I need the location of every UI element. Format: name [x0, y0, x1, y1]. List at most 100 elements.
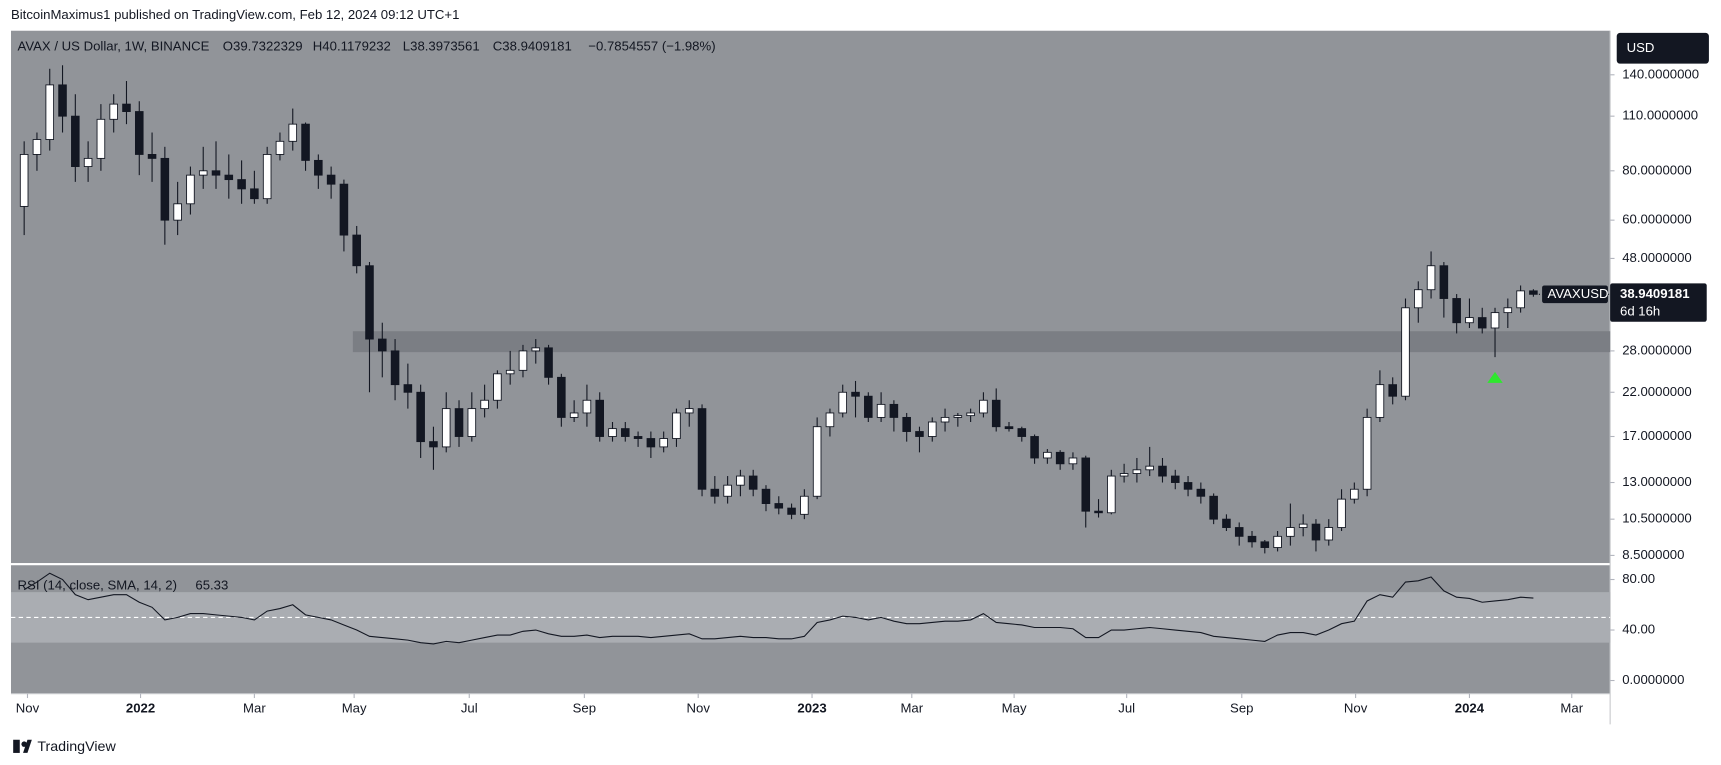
candle-body: [1426, 265, 1436, 291]
x-tick-label: May: [342, 701, 367, 716]
candle-body: [723, 484, 732, 497]
plot: 140.0000000 110.0000000 80.0000000 60.00000…: [10, 65, 1707, 716]
candle-body: [211, 170, 221, 176]
candle-body: [1247, 535, 1257, 543]
candle-body: [1004, 426, 1014, 430]
legend-ohlc: H40.1179232: [313, 39, 391, 54]
candle-body: [1068, 457, 1078, 465]
candle-body: [250, 188, 259, 200]
x-tick-label: Mar: [900, 701, 923, 716]
candle-body: [1286, 527, 1295, 537]
candle-body: [122, 103, 131, 112]
x-tick-label: Jul: [1118, 701, 1135, 716]
candle-body: [173, 203, 182, 221]
candle-body: [505, 369, 515, 375]
candle-body: [58, 84, 67, 117]
y-tick-label: 48.0000000: [1622, 250, 1692, 265]
candle-body: [1337, 498, 1346, 528]
candle-body: [1094, 510, 1103, 514]
y-tick-label: 60.0000000: [1622, 212, 1692, 227]
candle-body: [441, 408, 451, 448]
currency-box: [1616, 32, 1709, 64]
legend-ohlc: C38.9409181: [493, 39, 572, 54]
candle-body: [1132, 469, 1142, 474]
candle-body: [1401, 307, 1410, 397]
legend-symbol: AVAX / US Dollar, 1W, BINANCE: [18, 39, 210, 54]
candle-body: [429, 441, 438, 448]
candle-body: [787, 507, 796, 515]
candle-body: [915, 431, 924, 437]
candle-body: [1119, 473, 1129, 477]
x-tick-label: 2022: [126, 701, 155, 716]
candle-body: [288, 123, 298, 142]
candle-body: [1439, 265, 1449, 299]
candle-body: [889, 403, 899, 418]
candle-body: [569, 412, 579, 418]
candle-body: [1490, 312, 1500, 329]
candle-body: [301, 123, 310, 161]
candle-body: [1388, 384, 1397, 397]
candle-body: [96, 118, 106, 159]
candle-body: [812, 426, 822, 497]
candle-body: [416, 391, 425, 443]
x-tick-label: Mar: [243, 701, 266, 716]
candle-body: [557, 376, 566, 418]
candle-body: [774, 503, 784, 509]
candle-body: [1209, 495, 1218, 520]
y-tick-label: 10.5000000: [1622, 511, 1692, 526]
candle-body: [531, 347, 541, 352]
candle-body: [1107, 475, 1116, 514]
candle-body: [45, 84, 55, 140]
rsi-title: RSI (14, close, SMA, 14, 2): [18, 578, 177, 593]
y-tick-label: 80.00: [1622, 571, 1655, 586]
candle-body: [1055, 451, 1065, 465]
support-zone: [352, 331, 1611, 353]
candle-body: [224, 174, 234, 181]
footer-logo: [13, 739, 32, 753]
candle-body: [390, 350, 400, 386]
candle-body: [1452, 298, 1461, 324]
candle-body: [621, 428, 630, 437]
y-tick-label: 40.00: [1622, 622, 1655, 637]
countdown: 6d 16h: [1620, 303, 1660, 318]
rsi-value: 65.33: [195, 578, 228, 593]
candle-body: [761, 488, 771, 504]
x-tick-label: 2023: [797, 701, 826, 716]
candle-body: [838, 391, 848, 414]
candle-body: [1324, 527, 1334, 541]
candle-body: [1465, 317, 1474, 324]
candle-body: [1414, 289, 1423, 309]
symbol-tag: AVAXUSD: [1548, 286, 1609, 301]
candle-body: [1081, 457, 1091, 512]
candle-body: [314, 159, 323, 176]
candle-body: [1375, 384, 1385, 418]
x-tick-label: Nov: [686, 701, 710, 716]
candle-body: [991, 399, 1001, 428]
candle-body: [736, 475, 745, 486]
x-tick-label: Nov: [16, 701, 40, 716]
candle-body: [864, 395, 873, 418]
candle-body: [262, 154, 272, 200]
candle-body: [544, 347, 553, 378]
candle-body: [403, 384, 413, 393]
footer-brand: TradingView: [37, 739, 116, 755]
candle-body: [825, 412, 835, 428]
legend-ohlc: O39.7322329: [223, 39, 303, 54]
x-tick-label: May: [1002, 701, 1027, 716]
candle-body: [109, 103, 118, 120]
candle-body: [326, 174, 336, 185]
candle-body: [454, 408, 464, 437]
x-tick-label: Sep: [1230, 701, 1253, 716]
candle-body: [953, 415, 963, 418]
candle-body: [1234, 527, 1244, 537]
legend-change: −0.7854557 (−1.98%): [588, 39, 715, 54]
candle-body: [608, 428, 617, 437]
x-tick-label: Jul: [461, 701, 478, 716]
price-label-box: [1610, 283, 1707, 322]
candle-body: [582, 399, 592, 414]
y-tick-label: 17.0000000: [1622, 428, 1692, 443]
y-tick-label: 13.0000000: [1622, 474, 1692, 489]
y-tick-label: 0.0000000: [1622, 672, 1684, 687]
currency: USD: [1627, 40, 1655, 55]
